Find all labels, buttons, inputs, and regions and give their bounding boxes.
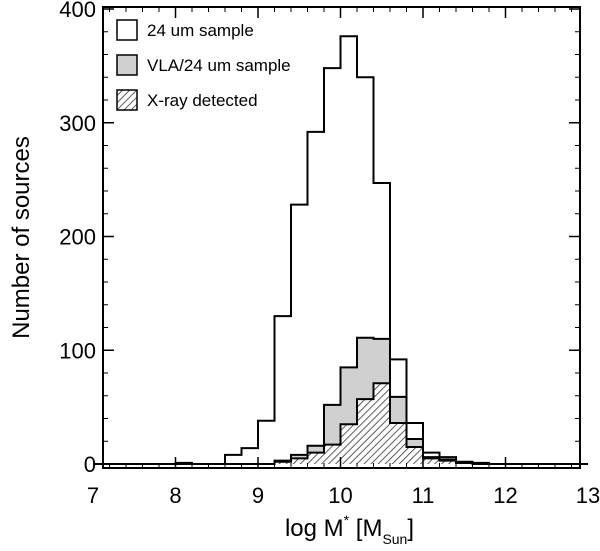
x-tick-label: 9 (252, 483, 264, 508)
legend-item-24um: 24 um sample (116, 19, 254, 41)
bar-hatched-bin-18 (390, 423, 407, 464)
x-tick-label: 8 (169, 483, 181, 508)
x-axis-label: log M* [MSun] (285, 512, 414, 547)
legend: 24 um sample VLA/24 um sample X-ray dete… (116, 19, 291, 111)
x-tick-label: 13 (576, 483, 600, 508)
bar-hatched-bin-20 (423, 458, 440, 464)
legend-label-xray: X-ray detected (147, 91, 258, 110)
legend-label-24um: 24 um sample (147, 21, 254, 40)
y-axis-label: Number of sources (8, 136, 35, 339)
bar-hatched-bin-15 (340, 424, 357, 464)
plot-frame (102, 6, 581, 469)
y-tick-label: 100 (59, 338, 96, 363)
bar-hatched-bin-19 (406, 446, 423, 464)
bar-hatched-bin-13 (307, 452, 324, 464)
tick-labels: 7 8 9 10 11 12 13 0 100 200 300 400 (59, 0, 600, 508)
y-tick-label: 400 (59, 0, 96, 22)
bar-hatched-bin-14 (324, 444, 341, 464)
legend-swatch-filled (116, 54, 138, 76)
legend-item-vla: VLA/24 um sample (116, 54, 291, 76)
legend-swatch-hatched (116, 89, 138, 111)
x-tick-label: 12 (493, 483, 517, 508)
bar-hatched-bin-17 (373, 383, 390, 464)
bar-hatched-bin-16 (357, 399, 374, 464)
bar-hatched-bin-11 (274, 461, 291, 464)
legend-label-vla: VLA/24 um sample (147, 56, 291, 75)
x-tick-label: 11 (412, 483, 435, 508)
bars-layer (274, 337, 473, 464)
y-tick-label: 300 (59, 111, 96, 136)
x-tick-label: 7 (87, 483, 99, 508)
legend-item-xray: X-ray detected (116, 89, 258, 111)
y-tick-label: 0 (84, 452, 96, 477)
axis-ticks (103, 7, 580, 468)
bar-hatched-bin-12 (291, 458, 308, 464)
x-tick-label: 10 (328, 483, 352, 508)
legend-swatch-open (116, 19, 138, 41)
bar-hatched-bin-21 (439, 460, 456, 464)
y-tick-label: 200 (59, 225, 96, 250)
